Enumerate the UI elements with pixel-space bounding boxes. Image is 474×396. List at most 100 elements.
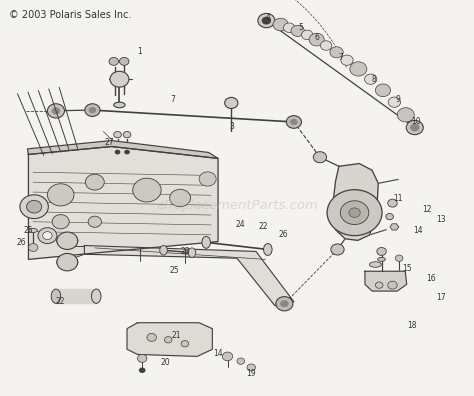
- Text: 4: 4: [265, 13, 270, 22]
- Text: 15: 15: [402, 264, 411, 273]
- Circle shape: [85, 174, 104, 190]
- Ellipse shape: [264, 244, 272, 255]
- Circle shape: [52, 215, 69, 229]
- Circle shape: [137, 354, 147, 362]
- Circle shape: [330, 47, 343, 58]
- Circle shape: [57, 232, 78, 249]
- Circle shape: [47, 184, 74, 206]
- Circle shape: [43, 232, 52, 240]
- Circle shape: [52, 107, 60, 114]
- Circle shape: [313, 152, 327, 163]
- Ellipse shape: [91, 289, 101, 303]
- Text: 18: 18: [408, 321, 417, 330]
- Circle shape: [181, 341, 189, 347]
- Text: 10: 10: [411, 118, 421, 126]
- Circle shape: [89, 107, 96, 113]
- Text: 14: 14: [413, 226, 423, 235]
- Circle shape: [199, 172, 216, 186]
- Circle shape: [291, 25, 304, 36]
- Circle shape: [375, 282, 383, 288]
- Circle shape: [47, 104, 64, 118]
- Ellipse shape: [160, 246, 167, 255]
- Ellipse shape: [51, 289, 61, 303]
- Text: 9: 9: [396, 95, 401, 104]
- Circle shape: [164, 337, 172, 343]
- Circle shape: [114, 131, 121, 138]
- Ellipse shape: [378, 257, 385, 261]
- Circle shape: [388, 199, 397, 207]
- Text: 25: 25: [24, 226, 33, 235]
- Polygon shape: [333, 164, 378, 240]
- Circle shape: [341, 55, 353, 65]
- Circle shape: [340, 201, 369, 225]
- Circle shape: [397, 108, 414, 122]
- Text: 17: 17: [436, 293, 446, 301]
- Ellipse shape: [369, 262, 381, 267]
- Text: 24: 24: [236, 221, 246, 229]
- Circle shape: [57, 253, 78, 271]
- Circle shape: [237, 358, 245, 364]
- Ellipse shape: [57, 256, 78, 268]
- Circle shape: [119, 57, 129, 65]
- Text: 20: 20: [160, 358, 170, 367]
- Circle shape: [309, 33, 324, 46]
- Circle shape: [247, 364, 255, 371]
- Text: 14: 14: [213, 349, 223, 358]
- Circle shape: [283, 23, 295, 32]
- Polygon shape: [27, 141, 218, 158]
- Circle shape: [331, 244, 344, 255]
- Circle shape: [290, 119, 298, 125]
- Circle shape: [170, 189, 191, 207]
- Text: 6: 6: [314, 33, 319, 42]
- Circle shape: [349, 208, 360, 217]
- Polygon shape: [56, 289, 96, 303]
- Circle shape: [85, 104, 100, 116]
- Polygon shape: [365, 271, 407, 291]
- Text: 23: 23: [180, 247, 190, 256]
- Polygon shape: [28, 147, 218, 259]
- Circle shape: [388, 281, 397, 289]
- Circle shape: [262, 17, 271, 25]
- Polygon shape: [390, 224, 399, 230]
- Text: 26: 26: [17, 238, 26, 247]
- Circle shape: [327, 190, 382, 236]
- Circle shape: [350, 62, 367, 76]
- Circle shape: [139, 367, 146, 373]
- Circle shape: [395, 255, 403, 261]
- Circle shape: [273, 18, 288, 31]
- Circle shape: [386, 213, 393, 220]
- Text: 5: 5: [299, 23, 303, 32]
- Circle shape: [286, 116, 301, 128]
- Text: 27: 27: [104, 138, 114, 147]
- Circle shape: [280, 300, 289, 307]
- Circle shape: [88, 216, 101, 227]
- Text: 1: 1: [137, 47, 142, 56]
- Circle shape: [225, 97, 238, 109]
- Ellipse shape: [202, 236, 210, 248]
- Text: 3: 3: [230, 122, 235, 131]
- Circle shape: [406, 120, 423, 135]
- Circle shape: [124, 150, 130, 154]
- Text: eReplacementParts.com: eReplacementParts.com: [156, 200, 318, 212]
- Circle shape: [365, 74, 377, 84]
- Circle shape: [410, 124, 419, 131]
- Text: 21: 21: [172, 331, 181, 340]
- Circle shape: [123, 131, 131, 138]
- Text: © 2003 Polaris Sales Inc.: © 2003 Polaris Sales Inc.: [9, 10, 131, 20]
- Circle shape: [147, 333, 156, 341]
- Circle shape: [38, 228, 57, 244]
- Circle shape: [20, 195, 48, 219]
- Ellipse shape: [114, 102, 125, 108]
- Circle shape: [409, 123, 420, 132]
- Circle shape: [258, 13, 275, 28]
- Ellipse shape: [188, 248, 196, 257]
- Circle shape: [28, 244, 38, 251]
- Circle shape: [115, 150, 120, 154]
- Circle shape: [320, 41, 332, 50]
- Circle shape: [388, 97, 401, 107]
- Text: 7: 7: [171, 95, 175, 104]
- Text: 16: 16: [427, 274, 436, 283]
- Circle shape: [133, 178, 161, 202]
- Text: 11: 11: [393, 194, 403, 202]
- Text: 7: 7: [338, 53, 343, 62]
